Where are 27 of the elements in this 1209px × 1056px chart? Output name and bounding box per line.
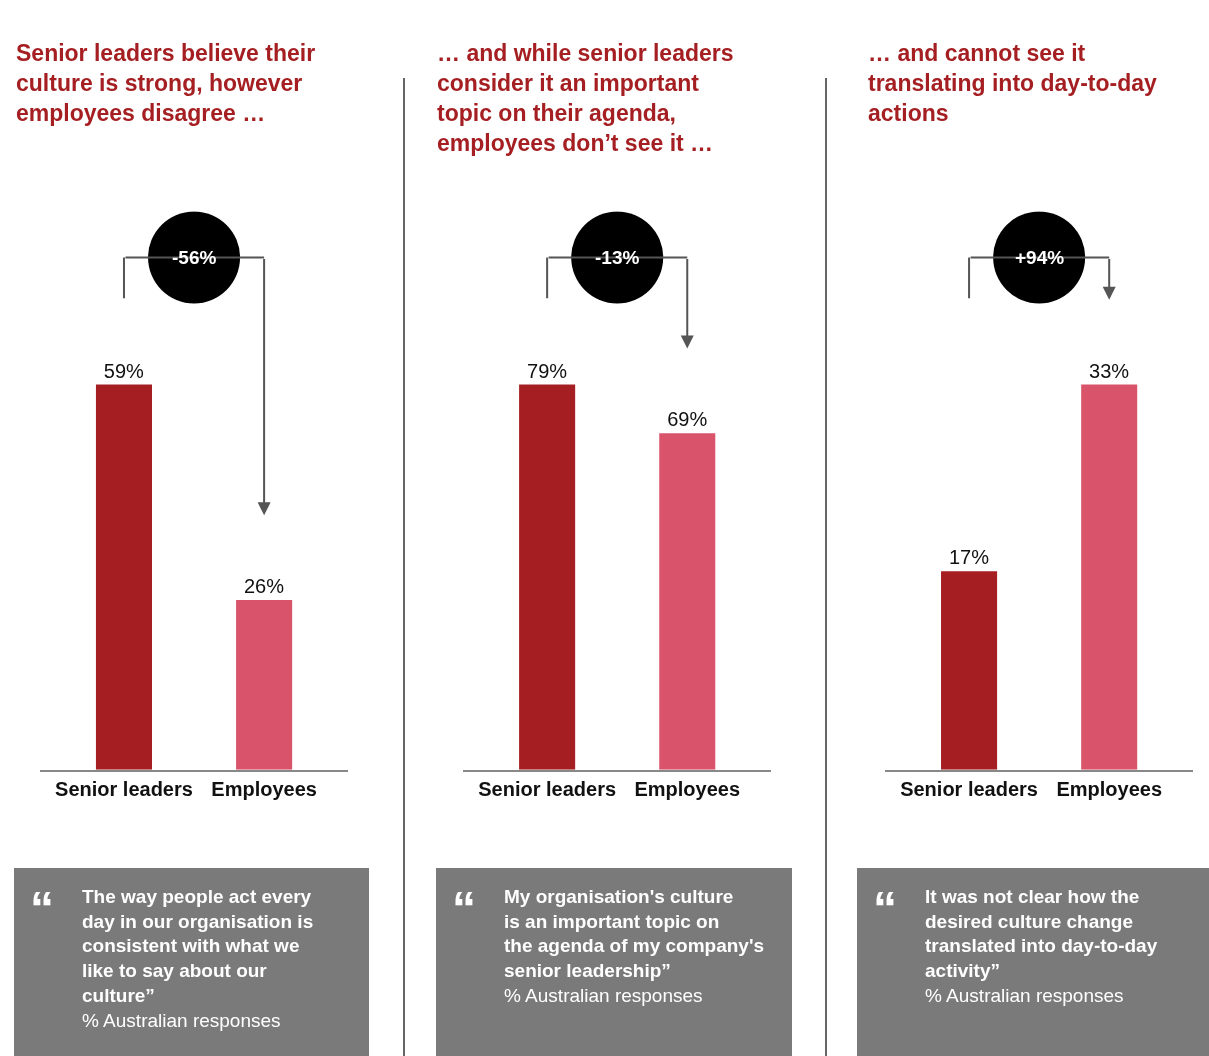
x-tick-label: Employees	[1056, 777, 1162, 800]
text: % Australian responses	[925, 984, 1124, 1006]
text: % Australian responses	[504, 984, 703, 1006]
text: +94%	[1015, 247, 1065, 268]
x-tick-label: Senior leaders	[478, 777, 617, 800]
x-tick-label: Employees	[211, 777, 317, 800]
data-label: 59%	[103, 359, 145, 382]
x-tick-label: Senior leaders	[55, 777, 193, 800]
text: It was not clear how the desired culture change translated into day-to-day activity”	[925, 886, 1158, 982]
text: -13%	[595, 247, 640, 268]
chart-title: … and cannot see it translating into day-to-day actions	[868, 40, 1157, 126]
x-tick-label: Employees	[634, 777, 741, 800]
chart-title: Senior leaders believe their culture is strong, however employees disagree …	[16, 40, 316, 126]
data-label: 17%	[948, 546, 990, 569]
x-tick-label: Senior leaders	[900, 777, 1038, 800]
data-label: 33%	[1089, 359, 1130, 382]
text: The way people act every day in our organisation is consistent with what we like to say about our culture”	[82, 886, 314, 1006]
text: My organisation's culture is an important topic on the agenda of my company's senior leadership”	[504, 886, 765, 982]
data-label: 69%	[667, 408, 708, 431]
text: “	[873, 882, 897, 935]
data-label: 79%	[527, 359, 568, 382]
text: “	[30, 882, 54, 935]
text: -56%	[172, 247, 217, 268]
text: “	[452, 882, 476, 935]
text: % Australian responses	[82, 1009, 281, 1031]
chart-title: … and while senior leaders consider it an important topic on their agenda, employees don’t see it …	[437, 40, 734, 156]
data-label: 26%	[243, 575, 285, 598]
